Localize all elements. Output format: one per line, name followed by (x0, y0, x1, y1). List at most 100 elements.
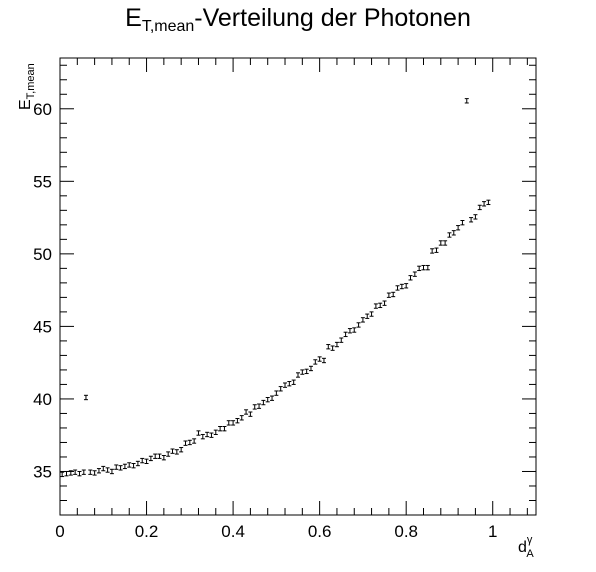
data-point (443, 240, 448, 246)
data-point (183, 440, 188, 446)
data-point (408, 275, 413, 281)
chart-title-sub: T,mean (141, 18, 195, 35)
data-point (438, 240, 443, 246)
data-point (339, 337, 344, 343)
data-point (486, 199, 491, 206)
data-point (261, 399, 266, 406)
data-point (460, 219, 465, 226)
data-point (287, 381, 292, 387)
x-axis-label-sub: A (526, 548, 534, 560)
data-point (101, 465, 106, 472)
data-point (313, 359, 318, 365)
data-points (60, 98, 491, 478)
data-point (209, 432, 214, 438)
data-point (473, 214, 478, 220)
data-point (464, 98, 469, 104)
data-point (257, 403, 262, 409)
y-tick-label: 40 (33, 390, 52, 409)
plot-frame (59, 57, 537, 516)
data-point (60, 471, 65, 478)
data-point (330, 345, 335, 351)
data-point (291, 379, 296, 385)
data-point (200, 433, 205, 440)
data-point (144, 458, 149, 464)
data-point (347, 328, 352, 334)
data-point (213, 429, 218, 435)
data-point (135, 460, 140, 467)
data-point (477, 204, 482, 211)
x-axis-label-main: d (518, 539, 527, 556)
data-point (92, 470, 97, 476)
data-point (300, 369, 305, 375)
chart-title-main: E (125, 4, 142, 32)
data-point (127, 462, 132, 468)
data-point (105, 467, 110, 473)
data-point (174, 449, 179, 455)
y-tick-label: 60 (33, 100, 52, 119)
data-point (434, 247, 439, 253)
data-point (96, 468, 101, 474)
data-point (161, 455, 166, 461)
data-point (179, 447, 184, 453)
x-tick-label: 0 (55, 522, 64, 541)
data-point (343, 331, 348, 338)
data-point (73, 469, 78, 475)
data-point (356, 322, 361, 328)
data-point (317, 356, 322, 362)
data-point (140, 457, 145, 464)
data-point (447, 232, 452, 238)
data-point (378, 302, 383, 309)
data-point (386, 292, 391, 298)
data-point (283, 382, 288, 388)
data-point (153, 453, 158, 459)
data-point (469, 217, 474, 223)
data-point (222, 426, 227, 432)
data-point (425, 264, 430, 271)
y-axis-label-sub: T,mean (25, 63, 37, 99)
data-point (382, 300, 387, 306)
data-point (231, 420, 236, 426)
data-point (404, 283, 409, 289)
y-tick-label: 35 (33, 462, 52, 481)
x-tick-label: 0.6 (308, 522, 332, 541)
data-point (321, 357, 326, 364)
data-point (226, 420, 231, 426)
data-point (482, 201, 487, 207)
data-point (64, 470, 69, 477)
data-point (235, 418, 240, 424)
y-tick-label: 45 (33, 317, 52, 336)
data-point (334, 341, 339, 348)
data-point (373, 303, 378, 309)
x-tick-label: 0.4 (221, 522, 245, 541)
data-point (244, 409, 249, 415)
data-point (365, 313, 370, 319)
y-axis-label-main: E (17, 99, 34, 110)
data-point (157, 453, 162, 459)
data-point (451, 230, 456, 236)
x-tick-label: 1 (488, 522, 497, 541)
data-point (252, 404, 257, 410)
data-point (239, 415, 244, 421)
chart-title: ET,mean-Verteilung der Photonen (0, 4, 596, 36)
data-point (395, 285, 400, 291)
data-point (248, 411, 253, 417)
data-point (88, 469, 93, 475)
data-point (118, 465, 123, 471)
data-point (205, 431, 210, 438)
data-point (270, 395, 275, 401)
data-point (109, 468, 114, 475)
data-point (166, 451, 171, 457)
x-axis-label-sup: γ (527, 534, 533, 546)
data-point (218, 426, 223, 432)
data-point (456, 225, 461, 231)
x-tick-label: 0.2 (135, 522, 159, 541)
y-axis-ticks: 35 40 45 50 55 60 (33, 64, 536, 516)
data-point (83, 394, 88, 401)
data-point (278, 386, 283, 392)
data-point (412, 271, 417, 277)
data-point (265, 396, 270, 403)
chart-title-rest: -Verteilung der Photonen (194, 4, 471, 32)
data-point (399, 283, 404, 290)
y-axis-label: ET,mean (17, 63, 37, 110)
